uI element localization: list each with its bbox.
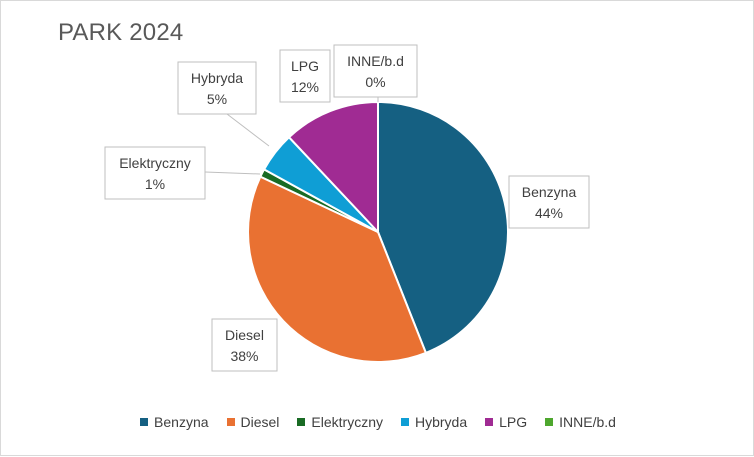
legend-label: INNE/b.d [559, 414, 616, 430]
legend-swatch [297, 418, 306, 426]
legend-item-lpg: LPG [485, 414, 527, 430]
legend-label: Elektryczny [311, 414, 383, 430]
data-label-value: 0% [365, 74, 385, 90]
legend-swatch [140, 418, 149, 426]
pie-slice-diesel [247, 175, 428, 363]
legend-swatch [226, 418, 235, 426]
legend-swatch [485, 418, 494, 426]
data-label-benzyna: Benzyna 44% [508, 175, 590, 229]
data-label-value: 1% [145, 176, 165, 192]
chart-title: PARK 2024 [58, 19, 184, 46]
data-label-diesel: Diesel 38% [211, 318, 278, 372]
pie-slice-benzyna [377, 100, 509, 355]
leader-line-elektryczny [204, 171, 261, 175]
data-label-lpg: LPG 12% [279, 49, 331, 103]
data-label-name: LPG [291, 58, 319, 74]
data-label-elektryczny: Elektryczny 1% [104, 146, 206, 200]
leader-line-hybryda [226, 113, 270, 147]
data-label-name: Diesel [225, 327, 264, 343]
legend-label: Hybryda [415, 414, 468, 430]
legend-item-hybryda: Hybryda [401, 414, 467, 430]
legend-swatch [401, 418, 409, 426]
data-label-value: 44% [535, 205, 563, 221]
data-label-name: INNE/b.d [347, 53, 404, 69]
data-label-inne-b-d: INNE/b.d 0% [333, 44, 418, 98]
legend: Benzyna Diesel Elektryczny Hybryda LPG INNE/b… [1, 414, 754, 430]
legend-item-elektryczny: Elektryczny [297, 414, 383, 430]
legend-item-diesel: Diesel [226, 414, 280, 430]
legend-label: Benzyna [154, 414, 209, 430]
legend-swatch [545, 418, 554, 426]
legend-label: Diesel [240, 414, 280, 430]
data-label-name: Hybryda [191, 70, 243, 86]
data-label-hybryda: Hybryda 5% [177, 61, 257, 115]
legend-label: LPG [499, 414, 528, 430]
data-label-value: 12% [291, 79, 319, 95]
legend-item-inne-b-d: INNE/b.d [545, 414, 616, 430]
pie-slice-lpg [287, 100, 379, 235]
legend-item-benzyna: Benzyna [140, 414, 209, 430]
data-label-value: 5% [207, 91, 227, 107]
data-label-value: 38% [230, 348, 258, 364]
data-label-name: Benzyna [522, 184, 577, 200]
data-label-name: Elektryczny [119, 155, 191, 171]
